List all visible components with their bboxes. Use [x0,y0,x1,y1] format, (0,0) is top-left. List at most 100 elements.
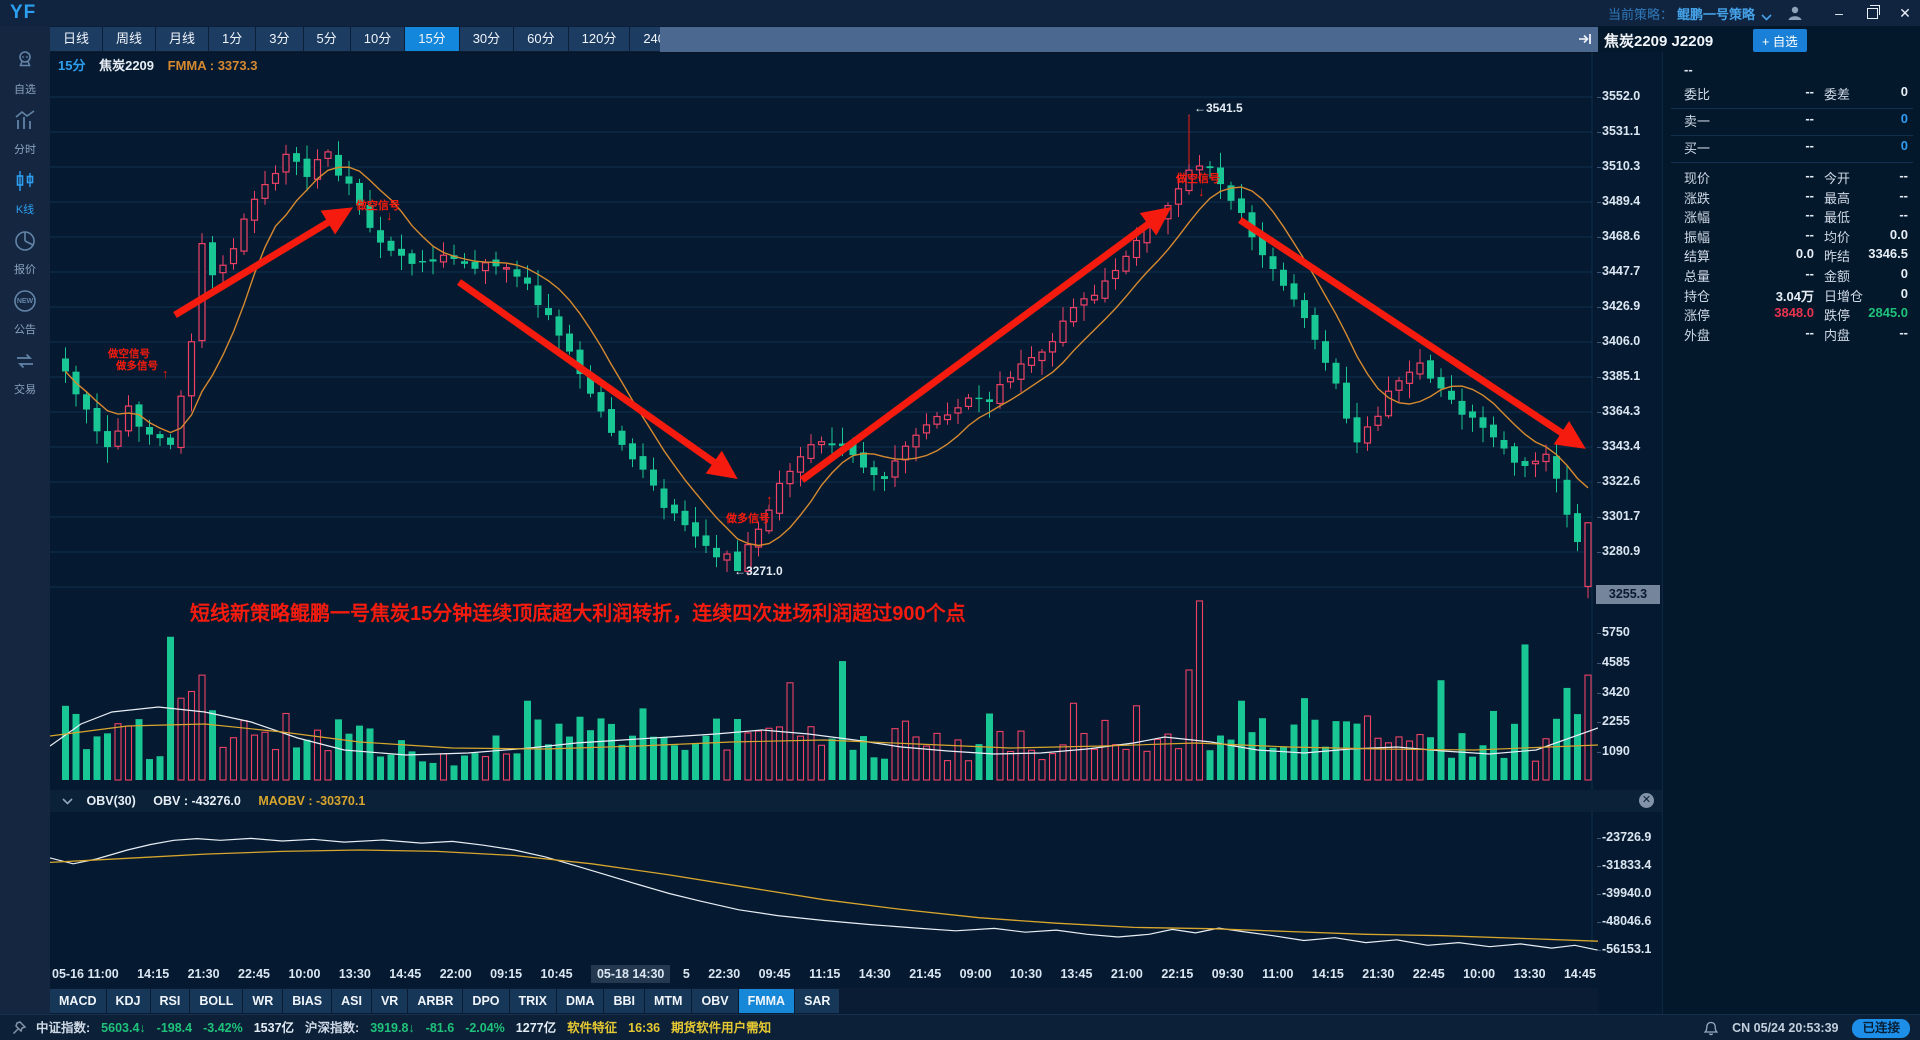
main-chart[interactable]: ↓↑↑↓←3541.5做空信号做空信号做多信号做多信号←3271.0做空信号短线… [50,52,1598,955]
indicator-tab-vr[interactable]: VR [371,989,408,1013]
time-label: 09:00 [959,967,992,981]
restore-window-button[interactable] [1857,0,1887,26]
period-tab-15分[interactable]: 15分 [405,27,459,51]
volume-tick: 1090 [1597,744,1660,758]
add-watchlist-button[interactable]: + 自选 [1753,29,1807,52]
quote-label: 内盘 [1824,327,1851,343]
sidebar-item-K线[interactable]: K线 [0,168,50,217]
divider [1671,162,1913,163]
period-tab-30分[interactable]: 30分 [459,27,514,51]
status-segment: -2.04% [465,1021,505,1035]
sidebar-item-自选[interactable]: 自选 [0,48,50,97]
indicator-tab-kdj[interactable]: KDJ [106,989,150,1013]
strategy-value: 鲲鹏一号策略 [1676,7,1755,22]
price-tick: 3531.1 [1597,124,1660,138]
quote-value: 0 [1900,138,1908,153]
indicator-tab-rsi[interactable]: RSI [150,989,190,1013]
status-segment: 16:36 [628,1021,661,1035]
quote-value: 2845.0 [1868,305,1908,321]
time-label: 11:00 [1262,967,1294,981]
indicator-tab-obv[interactable]: OBV [692,989,738,1013]
sidebar-item-label: K线 [15,204,35,216]
time-label: 10:30 [1010,967,1043,981]
indicator-tab-bias[interactable]: BIAS [283,989,332,1013]
status-segment: 沪深指数: [305,1021,360,1035]
quote-value: -- [1805,187,1814,203]
quote-label: 涨停 [1684,308,1711,324]
price-tick: 3406.0 [1597,334,1660,348]
quote-row-涨跌: 涨跌 -- 最高 -- [1684,188,1914,212]
sidebar-item-公告[interactable]: NEW 公告 [0,288,50,337]
quote-value: 3.04万 [1775,288,1814,304]
bell-icon[interactable] [1704,1021,1719,1036]
indicator-tab-macd[interactable]: MACD [50,989,106,1013]
quote-label: 振幅 [1684,229,1711,245]
indicator-tab-dma[interactable]: DMA [557,989,604,1013]
current-strategy-dropdown[interactable]: 当前策略： 鲲鹏一号策略 [1608,4,1772,23]
price-tick: 3489.4 [1597,194,1660,208]
sidebar-item-报价[interactable]: 报价 [0,228,50,277]
quote-label: 卖一 [1684,114,1711,129]
time-label: 22:45 [238,967,270,981]
indicator-tab-asi[interactable]: ASI [332,989,371,1013]
quote-value: 0.0 [1889,226,1908,242]
indicator-tab-boll[interactable]: BOLL [190,989,243,1013]
indicator-tab-mtm[interactable]: MTM [645,989,692,1013]
quote-value: -- [1805,324,1814,340]
quote-row-涨停: 涨停 3848.0 跌停 2845.0 [1684,305,1914,329]
period-tab-1分[interactable]: 1分 [209,27,256,51]
period-tab-5分[interactable]: 5分 [303,27,350,51]
svg-text:NEW: NEW [17,298,34,305]
period-tab-周线[interactable]: 周线 [103,27,156,51]
sidebar-item-交易[interactable]: 交易 [0,348,50,397]
indicator-tab-dpo[interactable]: DPO [463,989,509,1013]
quote-row-外盘: 外盘 -- 内盘 -- [1684,325,1914,349]
chevron-down-icon[interactable] [62,794,76,808]
app-logo: YF [10,2,37,23]
pin-icon[interactable] [12,1021,26,1035]
quote-value: -- [1899,207,1908,223]
indicator-tab-arbr[interactable]: ARBR [408,989,463,1013]
price-tick: 3343.4 [1597,439,1660,453]
user-account-icon[interactable] [1780,0,1810,26]
quote-row-涨幅: 涨幅 -- 最低 -- [1684,207,1914,231]
status-segment: 中证指数: [36,1021,91,1035]
indicator-tab-fmma[interactable]: FMMA [738,989,795,1013]
time-label: 21:30 [1362,967,1395,981]
period-tab-日线[interactable]: 日线 [50,27,103,51]
time-label: 09:30 [1211,967,1244,981]
quote-row-现价: 现价 -- 今开 -- [1684,168,1914,192]
obv-indicator-header: OBV(30) OBV : -43276.0 MAOBV : -30370.1 … [50,790,1662,812]
close-icon[interactable]: ✕ [1639,793,1654,808]
sidebar-item-分时[interactable]: 分时 [0,108,50,157]
collapse-right-icon[interactable] [1578,33,1592,45]
price-tick: 3301.7 [1597,509,1660,523]
time-label: 14:45 [1563,967,1596,981]
chart-annotation: 做多信号 [725,511,770,525]
period-tab-3分[interactable]: 3分 [256,27,303,51]
title-bar: YF 当前策略： 鲲鹏一号策略 – ✕ [0,0,1920,26]
period-tab-10分[interactable]: 10分 [350,27,405,51]
indicator-tab-bbi[interactable]: BBI [604,989,644,1013]
price-tick: 3364.3 [1597,404,1660,418]
connection-status-badge[interactable]: 已连接 [1852,1018,1910,1038]
quote-label: 均价 [1824,229,1851,245]
period-tab-60分[interactable]: 60分 [514,27,568,51]
info-fmma-value: FMMA : 3373.3 [167,58,258,73]
minimize-button[interactable]: – [1835,5,1843,21]
quote-row-持仓: 持仓 3.04万 日增仓 0 [1684,286,1914,310]
strategy-banner-text: 短线新策略鲲鹏一号焦炭15分钟连续顶底超大利润转折，连续四次进场利润超过900个… [190,601,966,625]
info-instrument: 焦炭2209 [99,58,155,73]
chevron-down-icon [1761,14,1772,21]
ask-placeholder: -- [1684,62,1693,77]
indicator-tab-trix[interactable]: TRIX [509,989,556,1013]
quote-label: 买一 [1684,141,1711,156]
period-tab-月线[interactable]: 月线 [156,27,209,51]
chart-annotation: 做空信号 [1175,171,1220,185]
volume-tick: 4585 [1597,655,1660,669]
period-tab-120分[interactable]: 120分 [568,27,630,51]
time-label: 21:30 [187,967,220,981]
indicator-tab-sar[interactable]: SAR [795,989,840,1013]
close-button[interactable]: ✕ [1899,5,1911,21]
indicator-tab-wr[interactable]: WR [243,989,283,1013]
